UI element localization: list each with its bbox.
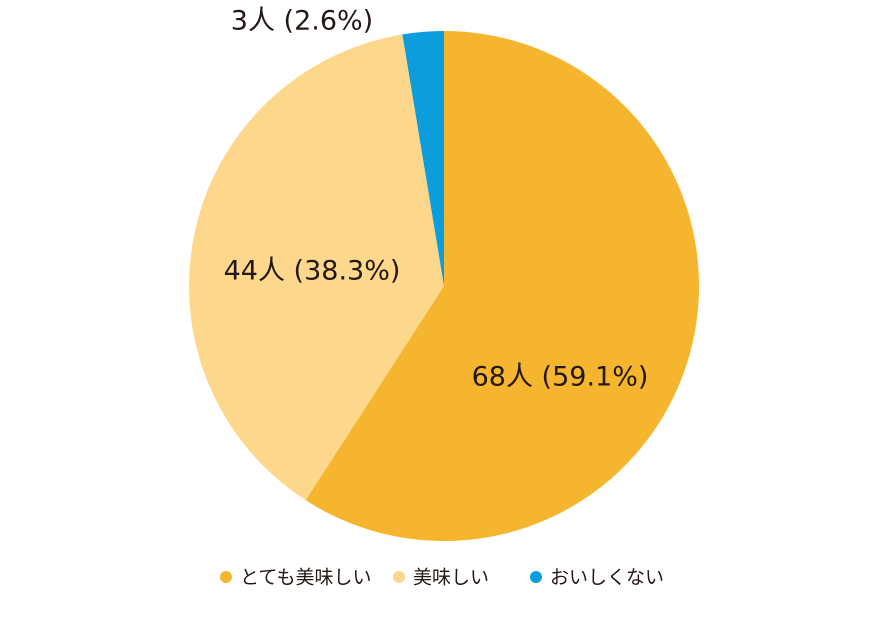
pie-slice	[189, 34, 444, 501]
pie-slice	[402, 31, 444, 286]
legend-label: おいしくない	[550, 567, 664, 589]
legend-marker	[393, 571, 405, 583]
data-label: 68人 (59.1%)	[472, 362, 649, 393]
data-label: 44人 (38.3%)	[224, 256, 401, 287]
legend-label: とても美味しい	[240, 567, 371, 589]
legend-marker	[220, 571, 232, 583]
data-label: 3人 (2.6%)	[231, 6, 373, 37]
pie-slice	[305, 31, 699, 541]
legend-label: 美味しい	[413, 567, 489, 589]
legend-marker	[530, 571, 542, 583]
